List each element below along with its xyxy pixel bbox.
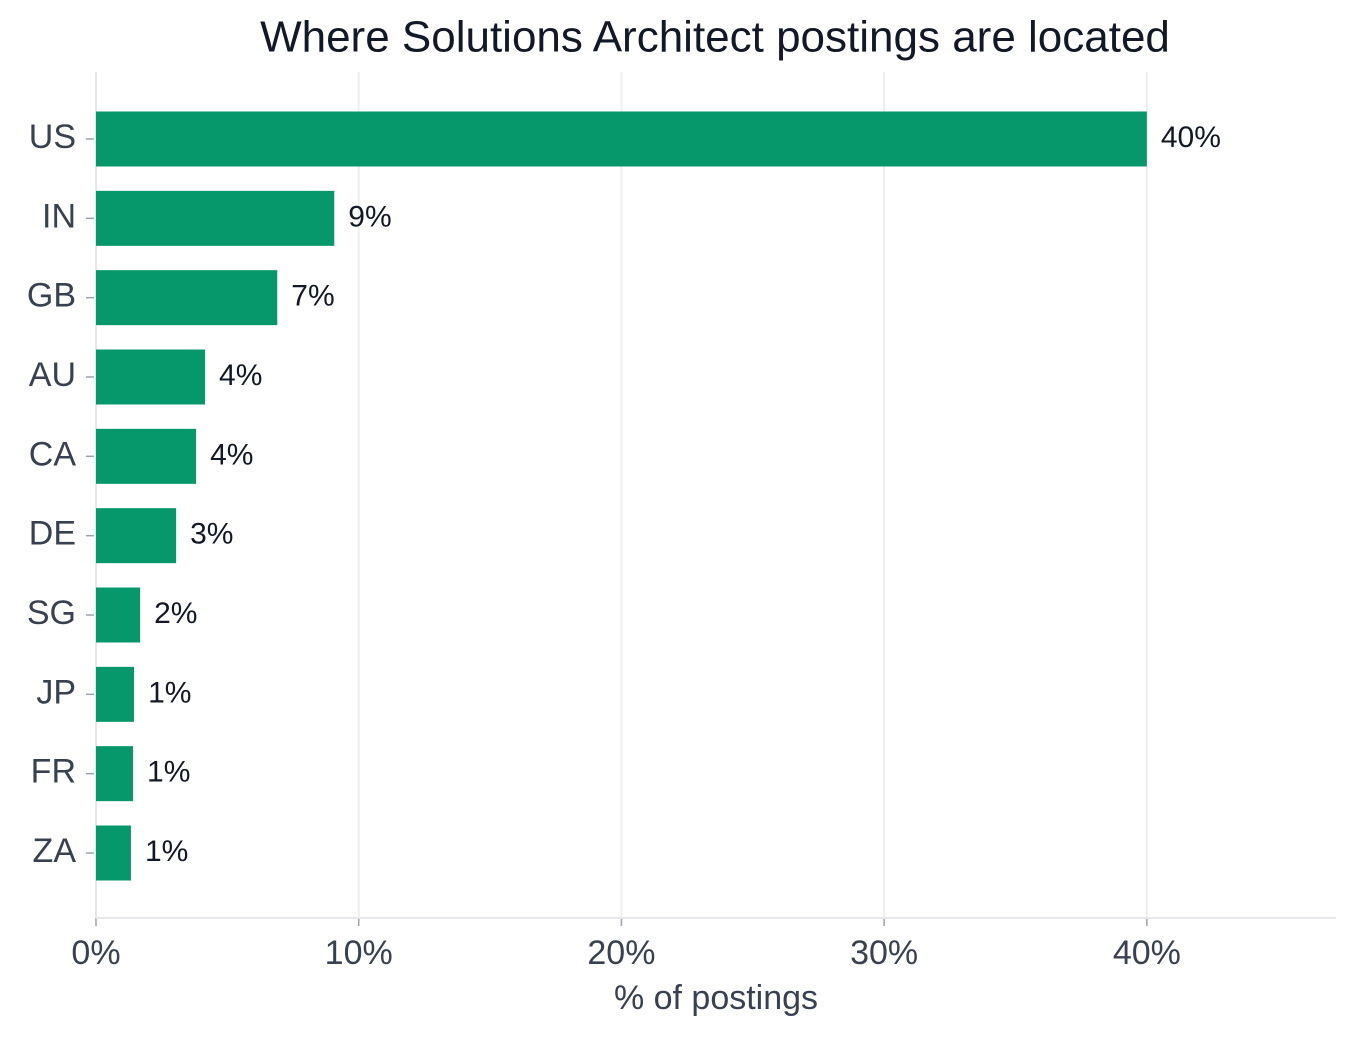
- y-tick-label: JP: [36, 673, 76, 711]
- bar: [96, 666, 135, 722]
- y-tick-label: US: [29, 118, 76, 156]
- value-label: 2%: [154, 597, 197, 630]
- y-tick-label: GB: [27, 277, 76, 315]
- bar: [96, 190, 335, 246]
- bar: [96, 825, 131, 881]
- value-label: 7%: [291, 280, 334, 313]
- value-label: 40%: [1161, 121, 1221, 154]
- bar: [96, 111, 1147, 167]
- value-label: 1%: [145, 835, 188, 868]
- x-axis-label: % of postings: [614, 979, 818, 1017]
- bar: [96, 508, 177, 564]
- value-label: 4%: [210, 438, 253, 471]
- x-tick-label: 40%: [1113, 934, 1181, 972]
- bar: [96, 270, 278, 326]
- y-tick-label: ZA: [33, 832, 77, 870]
- bar: [96, 746, 134, 802]
- y-tick-label: FR: [31, 753, 76, 791]
- bar: [96, 349, 206, 405]
- y-tick-label: DE: [29, 515, 76, 553]
- bar: [96, 587, 141, 643]
- value-label: 4%: [219, 359, 262, 392]
- y-tick-label: IN: [42, 197, 76, 235]
- value-label: 3%: [190, 518, 233, 551]
- x-tick-label: 20%: [587, 934, 655, 972]
- x-tick-label: 0%: [71, 934, 120, 972]
- y-tick-label: AU: [29, 356, 76, 394]
- bar: [96, 428, 197, 484]
- y-tick-label: SG: [27, 594, 76, 632]
- value-label: 1%: [147, 756, 190, 789]
- value-label: 9%: [348, 200, 391, 233]
- chart-title: Where Solutions Architect postings are l…: [260, 13, 1170, 62]
- value-label: 1%: [148, 676, 191, 709]
- x-tick-label: 30%: [850, 934, 918, 972]
- x-tick-label: 10%: [325, 934, 393, 972]
- y-tick-label: CA: [29, 435, 77, 473]
